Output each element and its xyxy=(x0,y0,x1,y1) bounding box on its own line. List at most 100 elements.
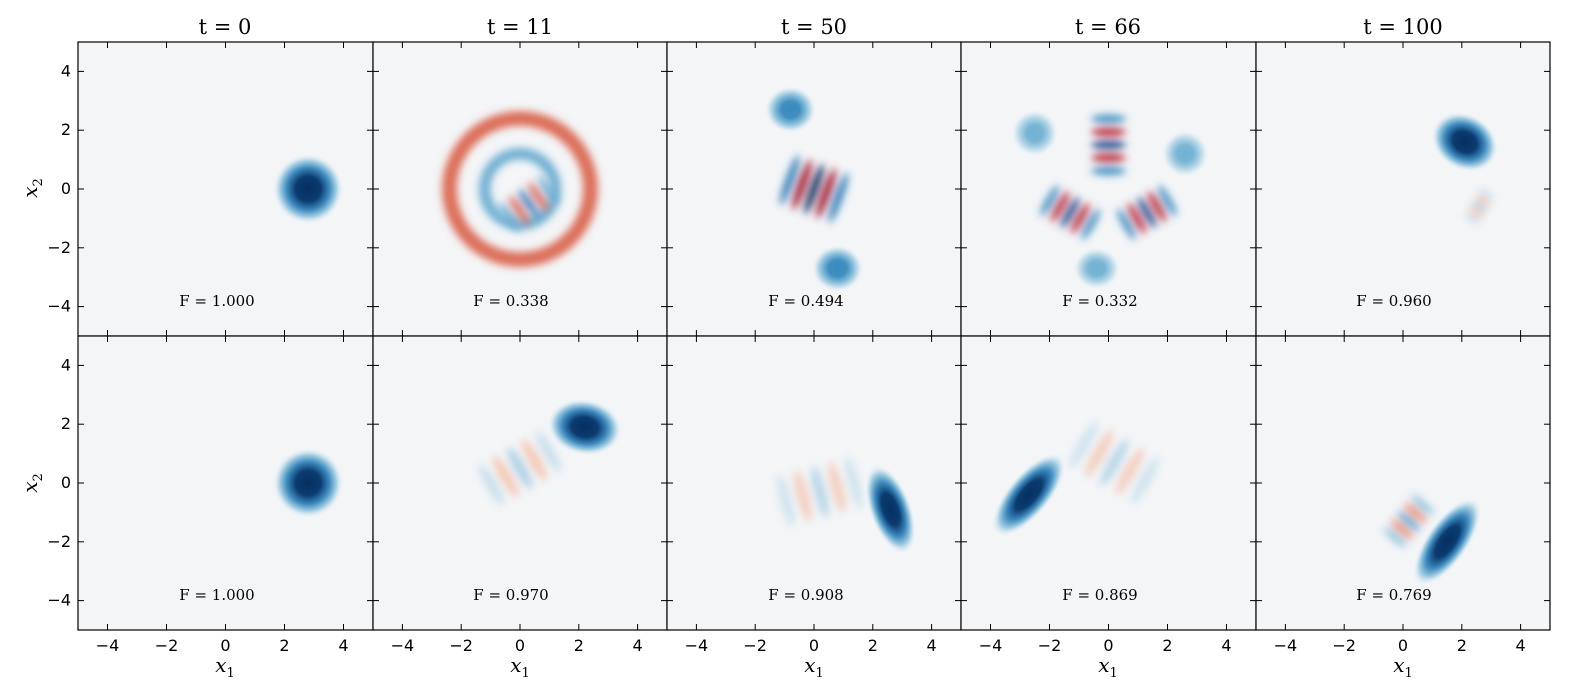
x-tick-label: 0 xyxy=(1103,636,1113,655)
x-axis-label-4: x1 xyxy=(1393,653,1413,681)
x-axis-label-0: x1 xyxy=(215,653,235,681)
x-tick-label: −4 xyxy=(1274,636,1298,655)
fidelity-r1-c4: F = 0.769 xyxy=(1356,586,1431,604)
fringe-band xyxy=(1471,201,1488,212)
fringe-band xyxy=(1100,439,1129,486)
x-tick-label: −4 xyxy=(96,636,120,655)
fidelity-r0-c2: F = 0.494 xyxy=(768,292,843,310)
fringe-band xyxy=(811,466,829,518)
y-tick-label: −2 xyxy=(47,238,71,257)
x-tick-label: 4 xyxy=(338,636,348,655)
fringe-mark-1 xyxy=(1040,185,1100,240)
fidelity-r1-c2: F = 0.908 xyxy=(768,586,843,604)
fringe-mark-0 xyxy=(498,175,559,232)
ring-mark-0 xyxy=(442,111,598,267)
y-tick-label: −2 xyxy=(47,532,71,551)
fringe-band xyxy=(1383,527,1407,548)
fringe-band xyxy=(1070,203,1090,234)
fringe-band xyxy=(1137,197,1157,228)
fringe-band xyxy=(1081,208,1100,240)
y-axis-labels: x2 x2 xyxy=(18,178,46,493)
wigner-panel-r0-c3 xyxy=(961,42,1256,336)
fidelity-labels: F = 1.000 F = 0.338 F = 0.494 F = 0.332 … xyxy=(179,292,1431,604)
x-tick-label: 0 xyxy=(1398,636,1408,655)
blob-mark-0 xyxy=(864,464,917,555)
fringe-band xyxy=(1117,208,1136,240)
fringe-band xyxy=(1115,448,1144,495)
fidelity-r1-c3: F = 0.869 xyxy=(1062,586,1137,604)
fringe-band xyxy=(804,164,824,214)
x-tick-label: 0 xyxy=(515,636,525,655)
fringe-band xyxy=(794,470,812,522)
x-tick-label: −2 xyxy=(1332,636,1356,655)
wigner-panel-r0-c4 xyxy=(1256,42,1550,336)
fidelity-r0-c1: F = 0.338 xyxy=(473,292,548,310)
fringe-mark-0 xyxy=(1069,421,1160,504)
fringe-band xyxy=(1040,185,1060,217)
x-tick-label: 4 xyxy=(1221,636,1231,655)
panel-background xyxy=(373,42,667,336)
fringe-band xyxy=(1397,511,1421,532)
fidelity-r0-c0: F = 1.000 xyxy=(179,292,254,310)
ring-mark-1 xyxy=(478,147,562,231)
x-tick-label: −4 xyxy=(979,636,1003,655)
fringe-mark-0 xyxy=(777,457,863,527)
x-tick-label: 4 xyxy=(633,636,643,655)
wigner-panel-r1-c4 xyxy=(1256,336,1550,630)
y-axis-label-bottom: x2 xyxy=(18,473,46,493)
blob-mark-0 xyxy=(991,452,1066,537)
blob-mark-0 xyxy=(1412,497,1482,586)
x-tick-label: 4 xyxy=(927,636,937,655)
fringe-band xyxy=(1090,140,1127,150)
blob-mark-0 xyxy=(764,86,817,134)
y-tick-label: 0 xyxy=(61,179,71,198)
fringe-band xyxy=(828,172,849,223)
y-tick-label: 2 xyxy=(61,414,71,433)
blob-mark-1 xyxy=(811,244,864,292)
fringe-band xyxy=(1050,191,1070,223)
blob-mark-0 xyxy=(272,153,344,225)
fringe-band xyxy=(1090,166,1127,176)
x-tick-label: 0 xyxy=(220,636,230,655)
fringe-band xyxy=(777,475,795,527)
fringe-band xyxy=(1127,203,1147,234)
fringe-band xyxy=(498,202,521,232)
fidelity-r0-c3: F = 0.332 xyxy=(1062,292,1137,310)
fringe-band xyxy=(1130,457,1160,504)
y-tick-label: 4 xyxy=(61,61,71,80)
x-tick-label: 2 xyxy=(1162,636,1172,655)
x-tick-label: −2 xyxy=(449,636,473,655)
blob-mark-0 xyxy=(272,447,344,519)
fringe-band xyxy=(828,461,846,513)
wigner-panel-r1-c2 xyxy=(667,336,961,630)
y-tick-label: 4 xyxy=(61,355,71,374)
x-tick-label: −4 xyxy=(391,636,415,655)
fringe-band xyxy=(493,455,519,498)
col-title-4: t = 100 xyxy=(1363,15,1442,39)
col-title-2: t = 50 xyxy=(781,15,847,39)
fringe-band xyxy=(508,195,530,226)
fringe-mark-0 xyxy=(478,431,562,506)
fringe-mark-0 xyxy=(779,155,849,223)
x-axis-labels: x1 x1 x1 x1 x1 xyxy=(215,653,1413,681)
fringe-band xyxy=(1411,495,1434,515)
fringe-band xyxy=(1157,185,1177,217)
fringe-mark-0 xyxy=(1383,495,1434,548)
x-tick-label: 2 xyxy=(279,636,289,655)
fringe-mark-0 xyxy=(1090,114,1127,176)
y-tick-label: 2 xyxy=(61,120,71,139)
x-tick-label: 2 xyxy=(1457,636,1467,655)
fringe-band xyxy=(1390,519,1414,540)
fringe-band xyxy=(1468,207,1484,218)
fringe-band xyxy=(1069,421,1098,468)
fringe-band xyxy=(1060,197,1080,228)
panels xyxy=(77,41,1551,631)
fringe-band xyxy=(535,431,562,473)
panel-background xyxy=(961,42,1256,336)
blob-mark-0 xyxy=(1431,111,1499,173)
wigner-panel-r0-c2 xyxy=(667,42,961,336)
fringe-band xyxy=(527,182,550,212)
x-tick-label: 2 xyxy=(868,636,878,655)
fringe-band xyxy=(1090,153,1127,163)
fringe-band xyxy=(1478,189,1495,200)
